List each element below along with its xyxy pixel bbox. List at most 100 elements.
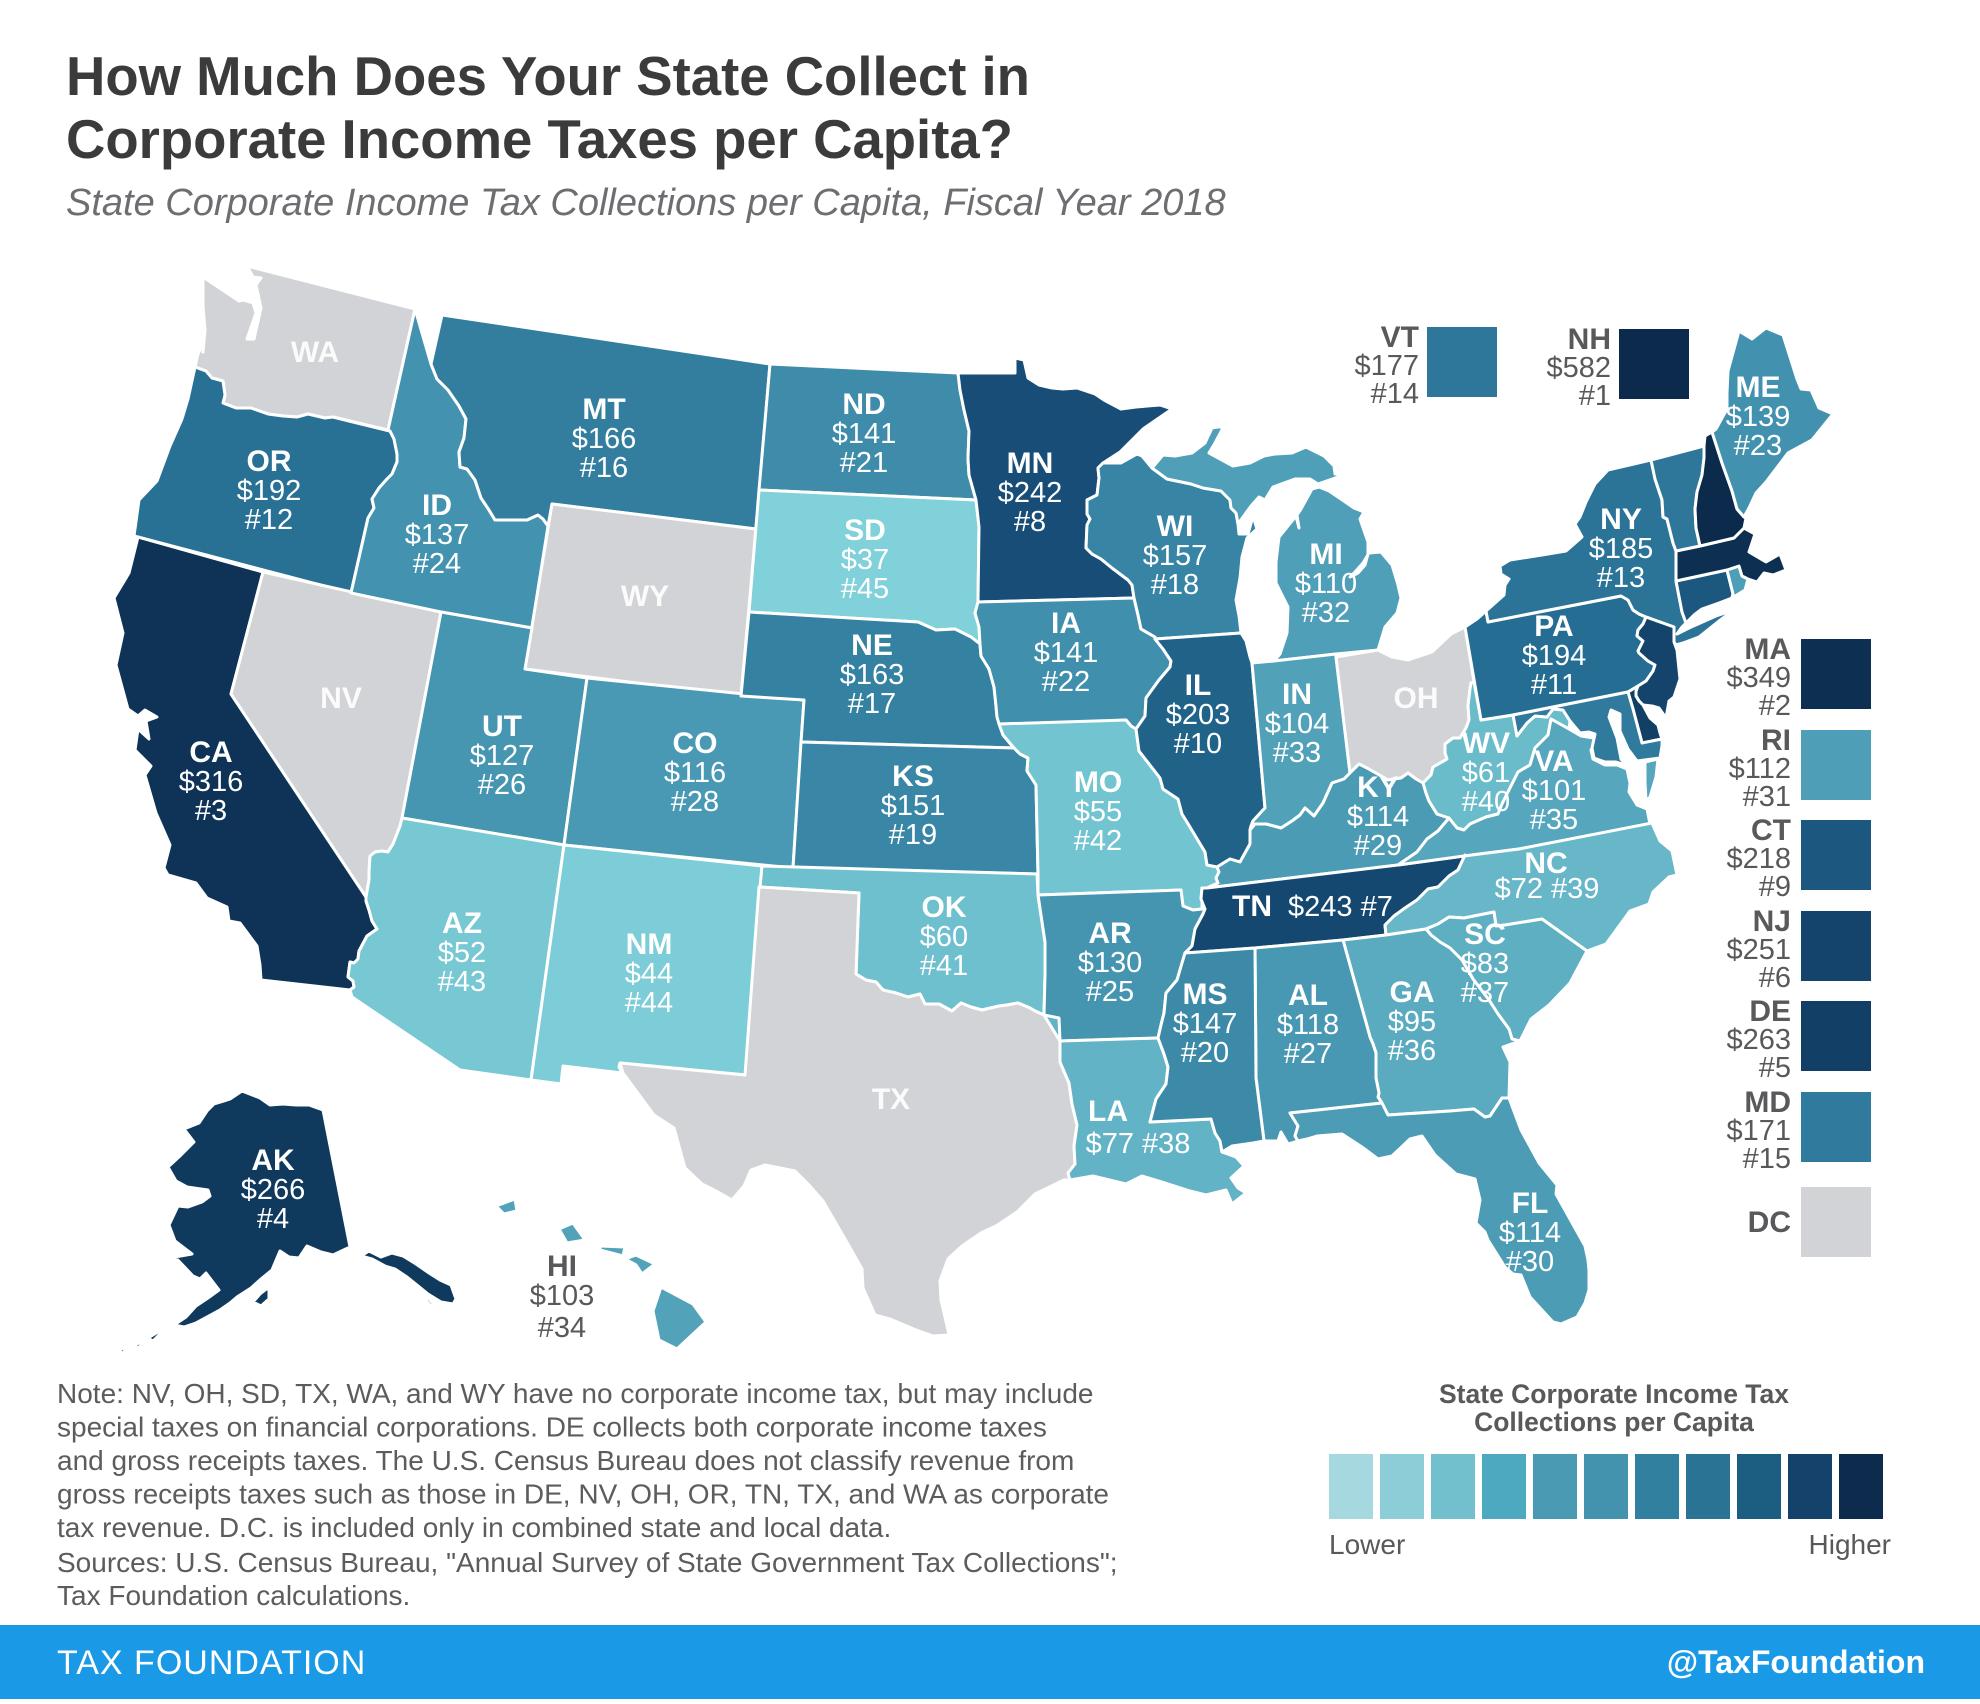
svg-text:$72 #39: $72 #39 [1495,873,1600,905]
svg-text:$177: $177 [1354,350,1419,382]
svg-text:$166: $166 [572,423,637,455]
svg-text:MO: MO [1074,766,1122,799]
svg-text:IL: IL [1185,669,1212,702]
svg-text:$77 #38: $77 #38 [1086,1128,1191,1160]
svg-text:$192: $192 [237,475,302,507]
svg-text:$104: $104 [1265,708,1330,740]
svg-text:NE: NE [851,629,893,662]
svg-text:$147: $147 [1173,1008,1238,1040]
svg-text:OH: OH [1394,682,1439,715]
svg-text:$243 #7: $243 #7 [1288,891,1393,923]
svg-text:$582: $582 [1546,352,1611,384]
svg-text:$60: $60 [920,921,968,953]
svg-text:OR: OR [247,445,292,478]
svg-text:WV: WV [1462,727,1510,760]
svg-text:$118: $118 [1277,1009,1339,1041]
svg-text:#44: #44 [625,987,673,1019]
svg-text:$141: $141 [832,418,897,450]
svg-text:VT: VT [1381,321,1419,354]
svg-text:$110: $110 [1295,568,1357,600]
svg-text:$163: $163 [840,659,905,691]
svg-text:IN: IN [1282,678,1312,711]
svg-text:#26: #26 [478,769,526,801]
svg-text:#42: #42 [1074,825,1122,857]
svg-text:Tax Foundation calculations.: Tax Foundation calculations. [57,1580,410,1611]
svg-text:WY: WY [621,580,669,613]
svg-text:$130: $130 [1078,947,1143,979]
svg-text:#30: #30 [1506,1246,1554,1278]
svg-text:#23: #23 [1734,430,1782,462]
svg-text:ME: ME [1736,371,1781,404]
svg-text:WA: WA [291,336,339,369]
svg-text:PA: PA [1534,610,1573,643]
svg-text:#18: #18 [1151,569,1199,601]
svg-text:#20: #20 [1181,1037,1229,1069]
svg-text:#6: #6 [1759,962,1791,994]
svg-text:#31: #31 [1743,781,1791,813]
svg-text:NY: NY [1600,503,1642,536]
svg-text:$185: $185 [1589,533,1654,565]
svg-text:$114: $114 [1499,1217,1561,1249]
svg-text:KS: KS [892,760,934,793]
svg-text:ND: ND [842,388,885,421]
svg-text:$203: $203 [1166,699,1231,731]
svg-text:#43: #43 [438,966,486,998]
svg-text:#40: #40 [1462,786,1510,818]
svg-text:#37: #37 [1461,977,1509,1009]
svg-text:#5: #5 [1759,1052,1791,1084]
svg-text:MI: MI [1309,538,1342,571]
svg-text:MT: MT [582,393,625,426]
svg-text:$137: $137 [405,519,470,551]
svg-text:$52: $52 [438,937,486,969]
svg-text:WI: WI [1157,510,1194,543]
svg-text:NC: NC [1524,847,1567,880]
svg-text:$112: $112 [1729,753,1791,785]
svg-text:$55: $55 [1074,796,1122,828]
svg-text:#13: #13 [1597,562,1645,594]
svg-text:$218: $218 [1726,843,1791,875]
svg-text:#3: #3 [195,795,227,827]
svg-text:#14: #14 [1371,378,1419,410]
svg-text:How Much Does Your State Colle: How Much Does Your State Collect in [66,46,1030,107]
svg-text:$266: $266 [241,1174,306,1206]
svg-text:OK: OK [922,891,967,924]
svg-text:$116: $116 [664,757,726,789]
svg-text:Higher: Higher [1809,1529,1891,1560]
svg-text:GA: GA [1390,976,1435,1009]
svg-text:ID: ID [422,489,452,522]
svg-text:TAX FOUNDATION: TAX FOUNDATION [57,1644,366,1682]
svg-text:$157: $157 [1143,540,1208,572]
svg-text:MS: MS [1183,978,1228,1011]
svg-text:IA: IA [1051,607,1081,640]
svg-text:#29: #29 [1354,830,1402,862]
svg-text:#25: #25 [1086,976,1134,1008]
svg-text:#22: #22 [1042,666,1090,698]
svg-text:$101: $101 [1522,775,1587,807]
svg-text:$151: $151 [881,790,946,822]
svg-text:Sources: U.S. Census Bureau, ": Sources: U.S. Census Bureau, "Annual Sur… [57,1547,1118,1578]
svg-text:special taxes on financial cor: special taxes on financial corporations.… [57,1412,1047,1443]
svg-text:DE: DE [1749,995,1791,1028]
svg-text:$139: $139 [1726,401,1791,433]
svg-text:#32: #32 [1302,597,1350,629]
svg-text:CT: CT [1751,814,1791,847]
svg-text:gross receipts taxes such as t: gross receipts taxes such as those in DE… [57,1479,1109,1510]
svg-text:#21: #21 [840,447,888,479]
svg-text:MA: MA [1744,633,1791,666]
svg-text:$349: $349 [1726,662,1791,694]
svg-text:and gross receipts taxes. The: and gross receipts taxes. The U.S. Censu… [57,1445,1074,1476]
svg-text:#34: #34 [538,1312,586,1344]
svg-text:AK: AK [251,1144,295,1177]
svg-text:#12: #12 [245,504,293,536]
svg-text:HI: HI [547,1250,577,1283]
svg-text:Note: NV, OH, SD, TX, WA, and: Note: NV, OH, SD, TX, WA, and WY have no… [57,1378,1093,1409]
svg-text:#36: #36 [1388,1035,1436,1067]
svg-text:#19: #19 [889,819,937,851]
svg-text:$95: $95 [1388,1006,1436,1038]
svg-text:CO: CO [673,727,718,760]
svg-text:UT: UT [482,710,522,743]
svg-text:$37: $37 [841,544,889,576]
svg-text:TN: TN [1232,890,1272,923]
svg-text:#8: #8 [1014,506,1046,538]
svg-text:#28: #28 [671,786,719,818]
